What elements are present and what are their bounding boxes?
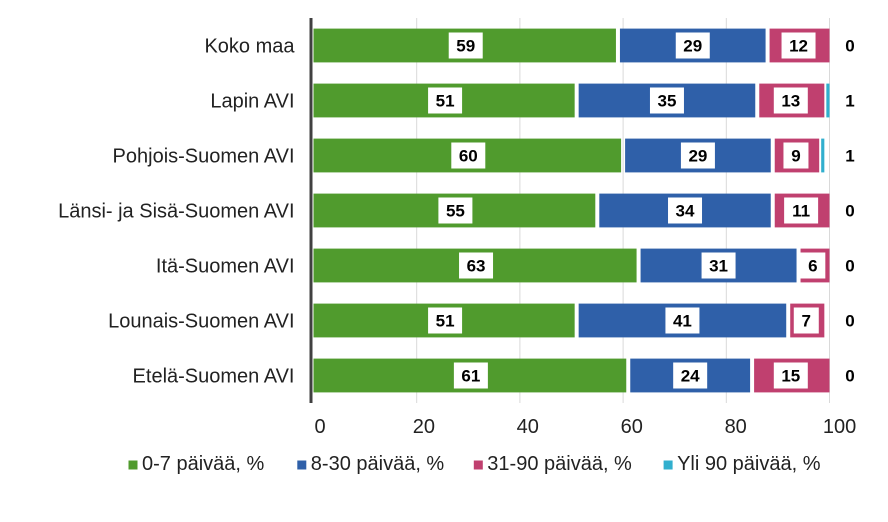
svg-text:31-90 päivää, %: 31-90 päivää, %	[487, 453, 632, 475]
svg-text:0: 0	[845, 257, 854, 276]
svg-text:12: 12	[789, 37, 808, 56]
svg-text:60: 60	[459, 147, 478, 166]
svg-text:51: 51	[436, 92, 455, 111]
svg-text:Lapin AVI: Lapin AVI	[210, 91, 294, 113]
svg-text:20: 20	[413, 416, 435, 438]
svg-text:55: 55	[446, 202, 465, 221]
svg-text:0: 0	[845, 312, 854, 331]
svg-text:100: 100	[823, 416, 856, 438]
svg-text:0: 0	[845, 367, 854, 386]
svg-text:0: 0	[845, 202, 854, 221]
svg-text:11: 11	[792, 202, 810, 221]
svg-text:40: 40	[517, 416, 539, 438]
svg-text:7: 7	[802, 312, 811, 331]
svg-text:63: 63	[467, 257, 486, 276]
svg-text:24: 24	[681, 367, 700, 386]
svg-text:80: 80	[725, 416, 747, 438]
svg-text:0: 0	[314, 416, 325, 438]
svg-text:41: 41	[673, 312, 692, 331]
svg-text:0-7 päivää, %: 0-7 päivää, %	[142, 453, 265, 475]
svg-text:29: 29	[688, 147, 707, 166]
svg-text:0: 0	[845, 37, 854, 56]
svg-text:Koko maa: Koko maa	[204, 36, 295, 58]
svg-text:Länsi- ja Sisä-Suomen AVI: Länsi- ja Sisä-Suomen AVI	[58, 201, 294, 223]
svg-text:Itä-Suomen AVI: Itä-Suomen AVI	[156, 256, 295, 278]
svg-text:1: 1	[845, 147, 854, 166]
svg-text:35: 35	[657, 92, 676, 111]
svg-text:8-30 päivää, %: 8-30 päivää, %	[311, 453, 445, 475]
svg-text:60: 60	[621, 416, 643, 438]
svg-text:Lounais-Suomen AVI: Lounais-Suomen AVI	[108, 311, 294, 333]
svg-text:59: 59	[456, 37, 475, 56]
svg-text:51: 51	[436, 312, 455, 331]
svg-text:1: 1	[845, 92, 854, 111]
svg-text:29: 29	[683, 37, 702, 56]
svg-text:61: 61	[461, 367, 480, 386]
svg-text:31: 31	[709, 257, 728, 276]
svg-text:Pohjois-Suomen AVI: Pohjois-Suomen AVI	[113, 146, 295, 168]
svg-text:Yli 90 päivää, %: Yli 90 päivää, %	[677, 453, 821, 475]
svg-text:Etelä-Suomen AVI: Etelä-Suomen AVI	[133, 366, 295, 388]
svg-text:9: 9	[791, 147, 800, 166]
svg-text:6: 6	[808, 257, 817, 276]
svg-text:15: 15	[781, 367, 800, 386]
svg-text:13: 13	[781, 92, 800, 111]
svg-text:34: 34	[676, 202, 695, 221]
